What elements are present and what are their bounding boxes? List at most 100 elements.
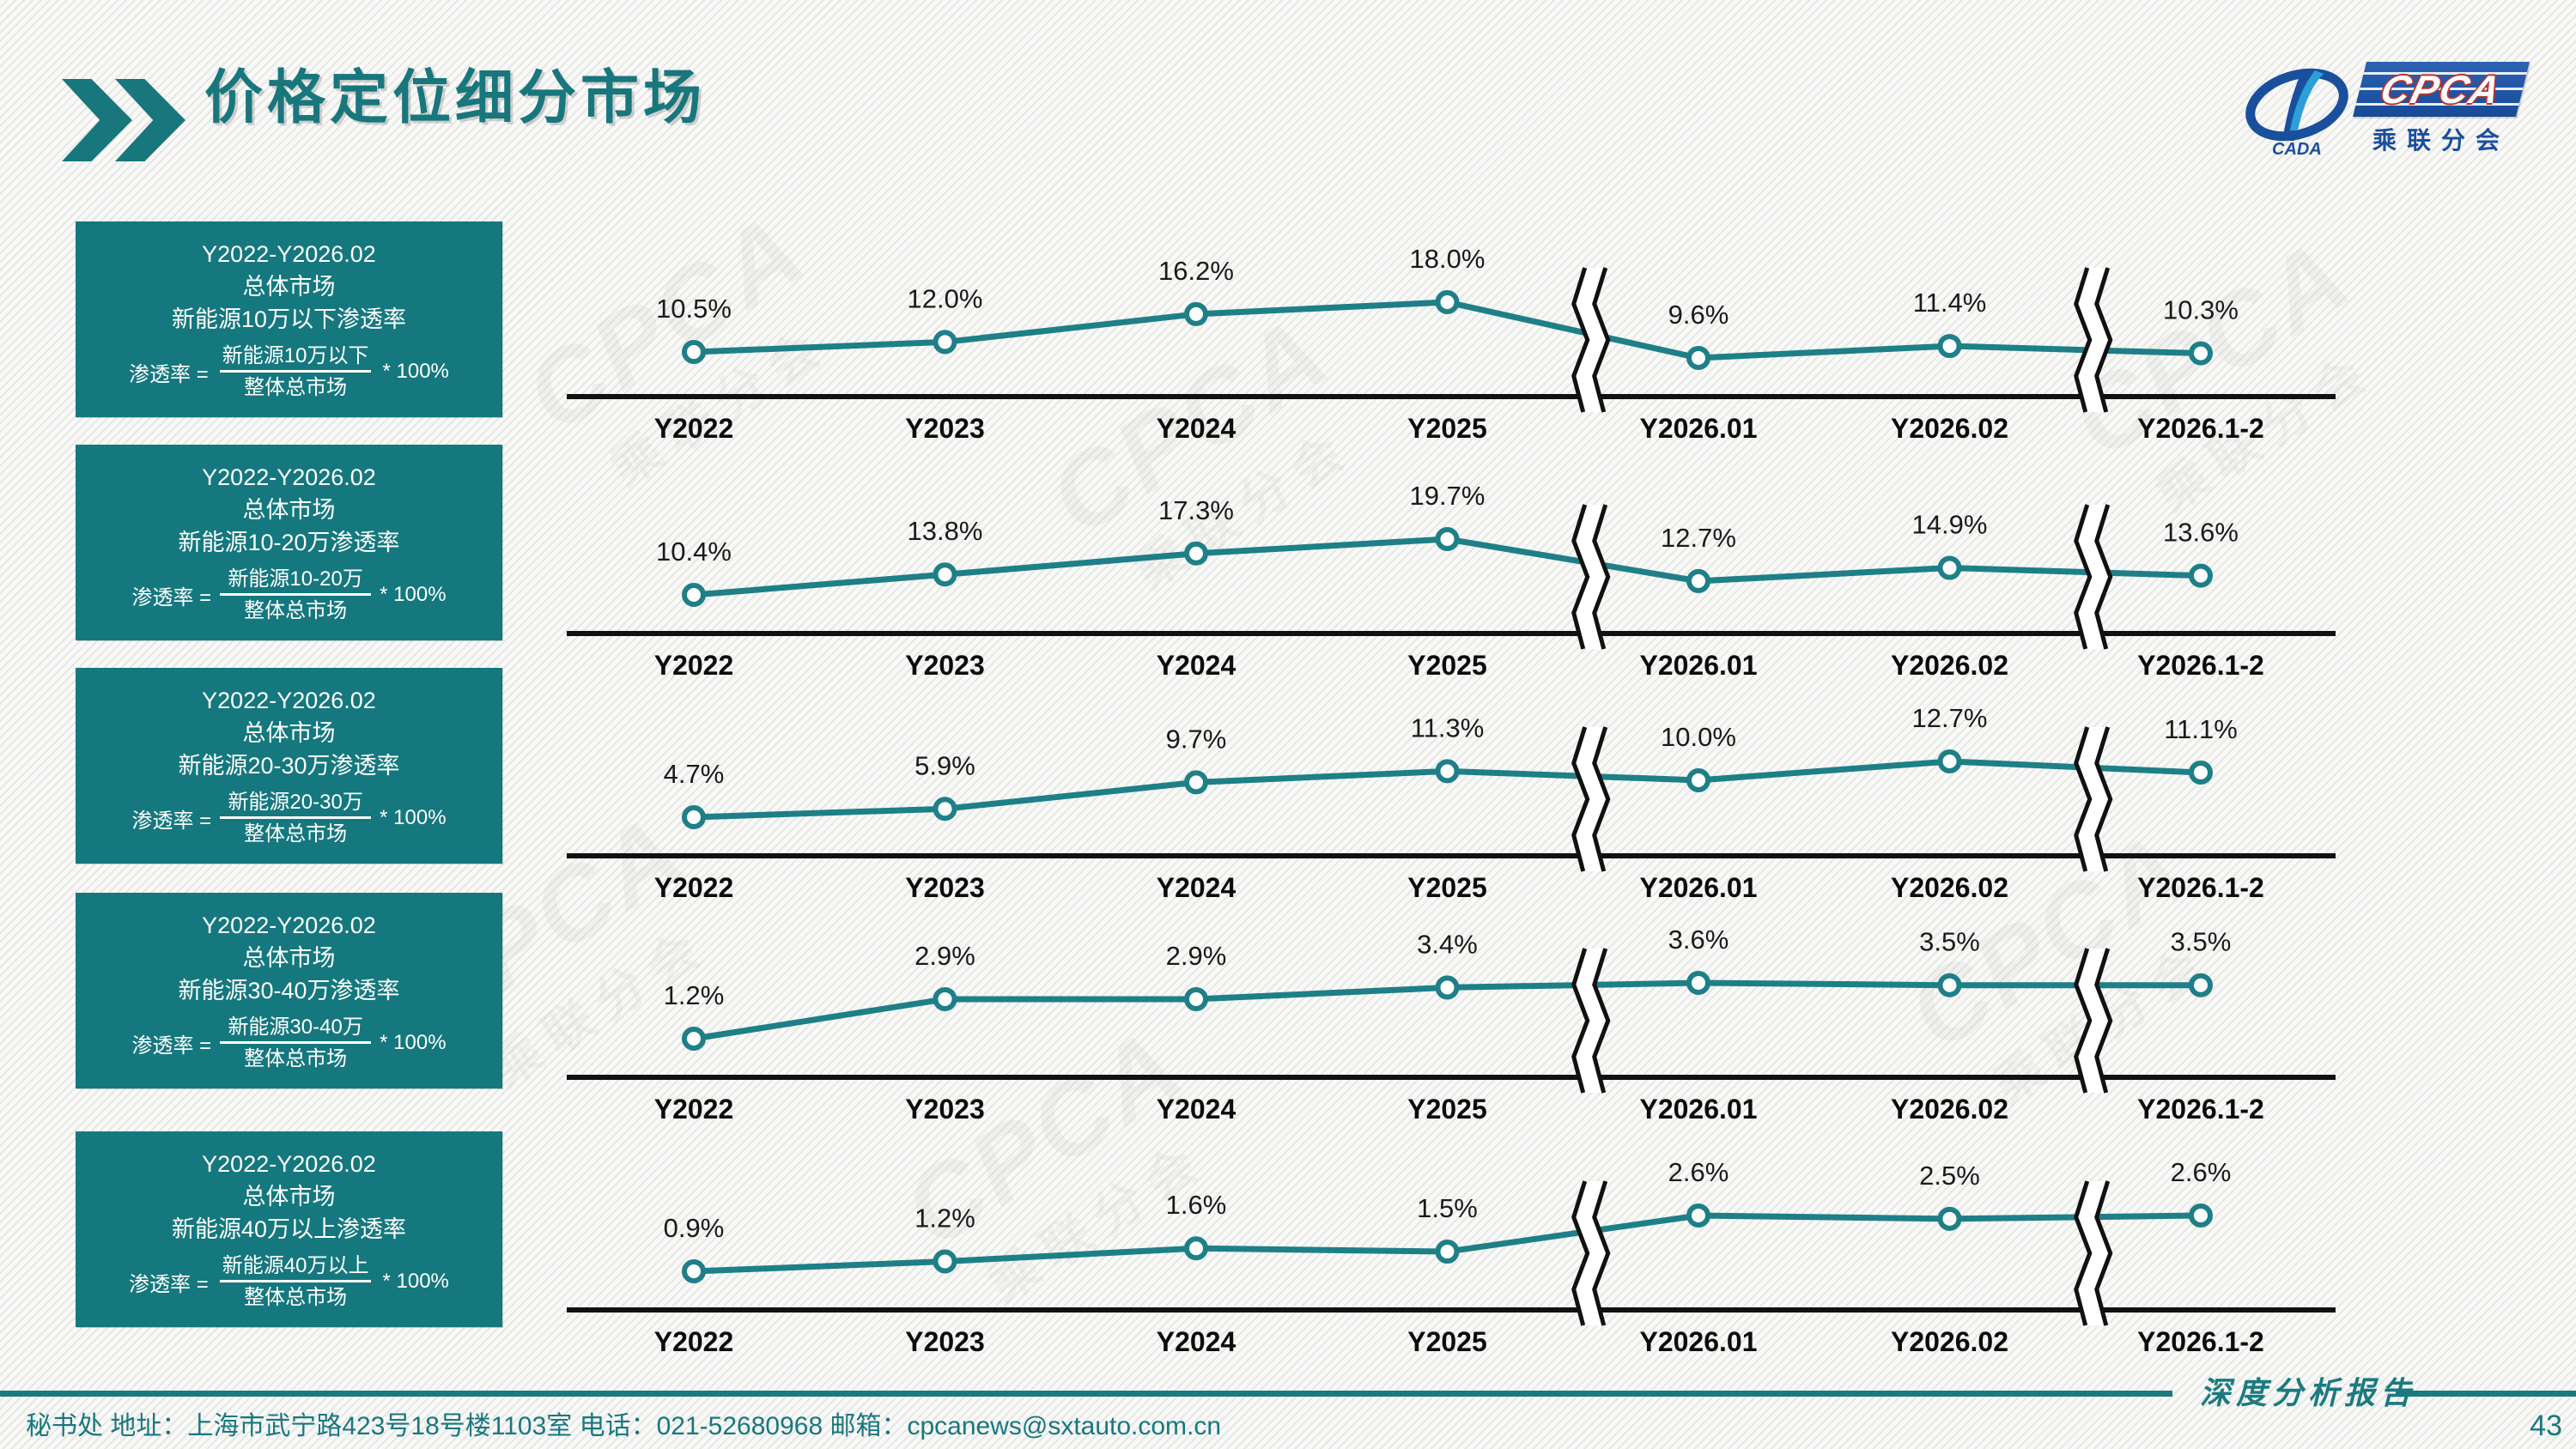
- x-tick-label: Y2026.1-2: [2137, 1326, 2264, 1357]
- data-point-Y2024: [1184, 770, 1208, 795]
- axis-break-mask: [1573, 949, 1608, 1093]
- axis-break-mask: [1573, 268, 1608, 412]
- data-label: 2.6%: [2171, 1157, 2232, 1187]
- data-label: 4.7%: [664, 759, 725, 789]
- footer-address: 秘书处 地址：上海市武宁路423号18号楼1103室 电话：021-526809…: [26, 1412, 1222, 1440]
- formula-lhs: 渗透率 =: [129, 1272, 209, 1296]
- data-point-Y2025: [1435, 1240, 1460, 1264]
- x-tick-label: Y2026.01: [1639, 872, 1757, 903]
- x-tick-label: Y2026.02: [1891, 1326, 2008, 1357]
- data-point-Y2026.1-2: [2189, 563, 2213, 588]
- data-label: 9.6%: [1668, 300, 1729, 330]
- axis-break-icon: [2094, 948, 2113, 1094]
- line-chart-100k-200k: 10.4% 13.8% 17.3% 19.7% 12.7% 14.9% 13.6% Y2022…: [567, 481, 2336, 681]
- data-label: 13.8%: [908, 516, 983, 546]
- axis-break-icon: [1592, 948, 1611, 1094]
- data-label: 1.5%: [1417, 1193, 1478, 1223]
- data-point-Y2026.01: [1686, 767, 1710, 792]
- data-point-Y2026.01: [1686, 568, 1710, 593]
- data-point-Y2022: [682, 583, 706, 607]
- data-label: 14.9%: [1912, 510, 1988, 540]
- data-point-Y2022: [682, 805, 706, 829]
- card-period: Y2022-Y2026.02: [202, 1150, 376, 1177]
- chevron-right-icon: [62, 79, 132, 161]
- x-tick-label: Y2023: [905, 872, 985, 903]
- svg-text:CADA: CADA: [2272, 140, 2322, 158]
- formula-lhs: 渗透率 =: [129, 362, 209, 386]
- x-tick-label: Y2022: [654, 1326, 734, 1357]
- data-point-Y2026.01: [1686, 346, 1710, 370]
- x-tick-label: Y2024: [1157, 872, 1236, 903]
- card-market: 总体市场: [242, 719, 336, 746]
- axis-break-mask: [1573, 727, 1608, 871]
- formula-numerator: 新能源40万以上: [222, 1253, 369, 1277]
- x-tick-label: Y2023: [905, 1094, 985, 1125]
- line-chart-over-400k: 0.9% 1.2% 1.6% 1.5% 2.6% 2.5% 2.6% Y2022 Y2023 Y2…: [567, 1157, 2336, 1357]
- data-point-Y2023: [933, 797, 957, 822]
- x-tick-label: Y2022: [654, 872, 734, 903]
- data-point-Y2026.02: [1937, 1206, 1962, 1231]
- data-point-Y2026.1-2: [2189, 973, 2213, 997]
- axis-break-icon: [2074, 267, 2093, 413]
- x-tick-label: Y2026.1-2: [2137, 413, 2264, 444]
- data-label: 19.7%: [1410, 481, 1485, 511]
- data-label: 3.4%: [1417, 929, 1478, 959]
- x-tick-label: Y2026.01: [1639, 413, 1757, 444]
- data-label: 2.9%: [1166, 941, 1227, 971]
- line-chart-200k-300k: 4.7% 5.9% 9.7% 11.3% 10.0% 12.7% 11.1% Y2022 Y20…: [567, 703, 2336, 903]
- axis-break-icon: [1571, 267, 1590, 413]
- data-point-Y2023: [933, 1249, 957, 1274]
- x-tick-label: Y2026.1-2: [2137, 872, 2264, 903]
- card-metric: 新能源30-40万渗透率: [178, 977, 400, 1003]
- x-tick-label: Y2026.01: [1639, 1326, 1757, 1357]
- formula-numerator: 新能源20-30万: [228, 790, 363, 814]
- formula-fraction: 新能源40万以上 整体总市场: [217, 1252, 374, 1312]
- x-tick-label: Y2022: [654, 1094, 734, 1125]
- formula-numerator: 新能源10-20万: [228, 567, 363, 591]
- x-tick-label: Y2025: [1407, 413, 1487, 444]
- x-tick-label: Y2025: [1407, 872, 1487, 903]
- x-tick-label: Y2025: [1407, 1326, 1487, 1357]
- data-point-Y2024: [1184, 541, 1208, 566]
- x-tick-label: Y2026.01: [1639, 650, 1757, 681]
- metric-card-under-100k: Y2022-Y2026.02 总体市场 新能源10万以下渗透率 渗透率 = 新能…: [76, 221, 502, 417]
- formula-numerator: 新能源30-40万: [228, 1015, 363, 1039]
- card-period: Y2022-Y2026.02: [202, 912, 376, 938]
- cpca-wordmark: CPCA: [2376, 67, 2506, 112]
- data-label: 1.2%: [914, 1203, 975, 1234]
- axis-break-icon: [1592, 504, 1611, 650]
- footer-divider: [2396, 1391, 2576, 1397]
- x-tick-label: Y2026.1-2: [2137, 1094, 2264, 1125]
- axis-break-mask: [2075, 949, 2111, 1093]
- data-label: 1.6%: [1166, 1190, 1227, 1220]
- data-label: 2.5%: [1919, 1161, 1980, 1191]
- formula-lhs: 渗透率 =: [131, 1034, 212, 1058]
- axis-break-icon: [2094, 504, 2113, 650]
- footer-report-label: 深度分析报告: [2200, 1375, 2417, 1411]
- x-tick-label: Y2022: [654, 650, 734, 681]
- data-label: 18.0%: [1410, 244, 1485, 274]
- formula-multiplier: * 100%: [382, 360, 449, 383]
- data-label: 17.3%: [1158, 495, 1234, 525]
- x-tick-label: Y2023: [905, 413, 985, 444]
- axis-break-icon: [1571, 504, 1590, 650]
- x-tick-label: Y2026.01: [1639, 1094, 1757, 1125]
- axis-break-icon: [2094, 1180, 2113, 1326]
- card-period: Y2022-Y2026.02: [202, 240, 376, 267]
- x-tick-label: Y2026.02: [1891, 1094, 2008, 1125]
- metric-card-100k-200k: Y2022-Y2026.02 总体市场 新能源10-20万渗透率 渗透率 = 新…: [76, 445, 502, 640]
- axis-break-icon: [2094, 267, 2113, 413]
- x-tick-label: Y2025: [1407, 1094, 1487, 1125]
- data-label: 12.7%: [1912, 703, 1988, 733]
- metric-card-300k-400k: Y2022-Y2026.02 总体市场 新能源30-40万渗透率 渗透率 = 新…: [76, 893, 502, 1088]
- footer-divider: [0, 1391, 2172, 1397]
- card-metric: 新能源10万以下渗透率: [171, 306, 407, 332]
- formula: 渗透率 = 新能源30-40万 整体总市场 * 100%: [131, 1014, 446, 1073]
- x-tick-label: Y2023: [905, 650, 985, 681]
- axis-break-icon: [2074, 1180, 2093, 1326]
- line-chart-under-100k: 10.5% 12.0% 16.2% 18.0% 9.6% 11.4% 10.3% Y2022 Y…: [567, 244, 2336, 444]
- line-chart-300k-400k: 1.2% 2.9% 2.9% 3.4% 3.6% 3.5% 3.5% Y2022 Y2023 Y2…: [567, 925, 2336, 1125]
- data-label: 9.7%: [1166, 724, 1227, 754]
- formula-lhs: 渗透率 =: [131, 809, 212, 833]
- double-chevron-right-icon: [62, 79, 191, 161]
